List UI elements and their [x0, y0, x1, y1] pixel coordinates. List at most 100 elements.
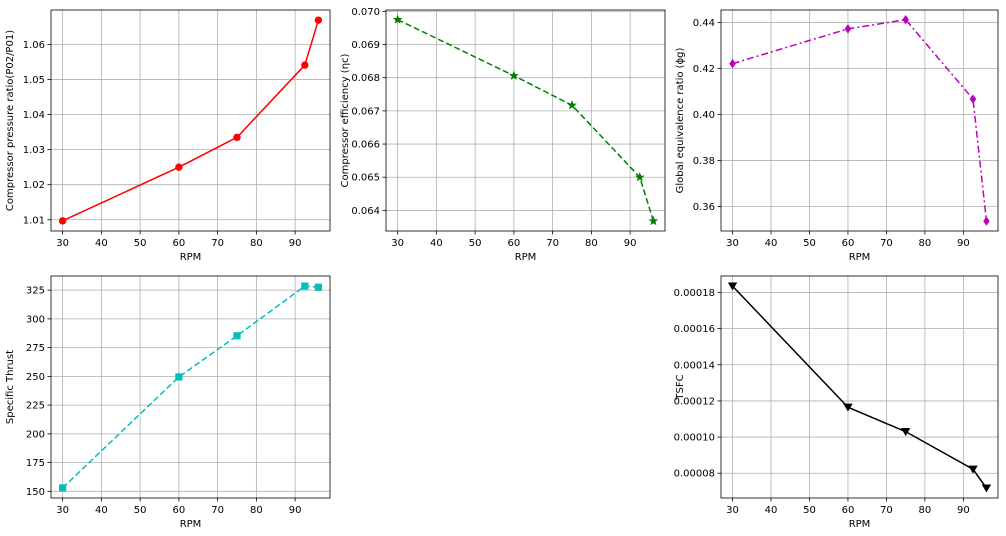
axes-frame	[50, 9, 331, 232]
x-tick-label: 90	[289, 238, 302, 249]
x-tick-label: 30	[56, 505, 69, 516]
data-point	[301, 282, 309, 290]
data-point	[968, 465, 978, 474]
y-tick-label: 0.00008	[674, 469, 715, 480]
y-tick-label: 1.01	[23, 215, 45, 226]
x-tick-label: 90	[289, 505, 302, 516]
x-tick-label: 60	[173, 238, 186, 249]
y-tick-label: 175	[26, 458, 45, 469]
x-tick-label: 60	[173, 505, 186, 516]
y-tick-label: 325	[26, 286, 45, 297]
x-tick-label: 50	[134, 505, 147, 516]
x-tick-label: 50	[803, 505, 816, 516]
y-tick-label: 0.068	[351, 73, 380, 84]
x-tick-label: 80	[250, 238, 263, 249]
data-point	[233, 133, 241, 142]
x-tick-label: 80	[585, 238, 598, 249]
data-point	[567, 100, 577, 110]
y-tick-label: 0.00012	[674, 396, 715, 407]
x-tick-label: 90	[957, 505, 970, 516]
x-tick-label: 40	[765, 238, 778, 249]
x-tick-label: 90	[624, 238, 637, 249]
data-point	[727, 282, 738, 291]
y-tick-label: 0.00018	[674, 288, 715, 299]
y-tick-label: 0.42	[693, 64, 715, 75]
data-point	[843, 403, 853, 412]
data-point	[508, 70, 519, 80]
y-tick-label: 0.36	[693, 202, 715, 213]
data-point	[392, 14, 403, 24]
x-tick-label: 60	[842, 505, 855, 516]
y-tick-label: 275	[26, 343, 45, 354]
data-point	[969, 94, 977, 104]
y-axis-label: TSFC	[675, 374, 686, 400]
series-line	[62, 285, 319, 489]
y-axis-label: Compressor efficiency (ηc)	[340, 53, 351, 187]
y-tick-label: 250	[26, 372, 45, 383]
x-tick-label: 30	[726, 238, 739, 249]
y-tick-label: 0.064	[351, 206, 380, 217]
x-tick-label: 30	[391, 238, 404, 249]
x-axis-label: RPM	[180, 519, 202, 530]
data-point	[301, 61, 309, 69]
data-point	[233, 332, 241, 340]
x-tick-label: 50	[134, 238, 147, 249]
y-tick-label: 0.00014	[674, 360, 715, 371]
y-tick-label: 1.04	[23, 110, 45, 121]
x-tick-label: 70	[211, 505, 224, 516]
x-tick-label: 40	[95, 505, 108, 516]
x-tick-label: 30	[56, 238, 69, 249]
y-tick-label: 0.38	[693, 156, 715, 167]
y-axis-label: Global equivalence ratio (ϕg)	[675, 47, 686, 193]
y-tick-label: 0.066	[351, 140, 380, 151]
data-point	[902, 14, 909, 25]
x-tick-label: 70	[546, 238, 559, 249]
y-axis-label: Specific Thrust	[5, 350, 16, 424]
x-tick-label: 70	[211, 238, 224, 249]
x-tick-label: 50	[469, 238, 482, 249]
y-tick-label: 0.069	[351, 40, 380, 51]
axes-frame	[720, 275, 999, 499]
subplot-2: 30 40 50 60 70 80 90 0.064 0.065 0.066 0.067 0.068 0…	[340, 7, 666, 263]
data-point	[314, 283, 322, 291]
x-axis-label: RPM	[849, 519, 871, 530]
data-point	[175, 163, 183, 171]
y-tick-label: 200	[26, 429, 45, 440]
x-tick-label: 80	[919, 238, 932, 249]
subplot-4: 30 40 50 60 70 80 90 150 175 200 225 250 275 300 325 RP…	[5, 275, 331, 530]
y-tick-label: 0.065	[351, 173, 380, 184]
y-tick-label: 0.067	[351, 106, 380, 117]
x-tick-label: 40	[765, 505, 778, 516]
y-tick-label: 1.05	[23, 75, 45, 86]
series-line	[732, 18, 988, 222]
data-point	[175, 373, 183, 381]
subplot-3: 30 40 50 60 70 80 90 0.36 0.38 0.40 0.42 0.44 RPM Glo…	[675, 9, 999, 263]
y-tick-label: 1.02	[23, 180, 45, 191]
y-tick-label: 150	[26, 487, 45, 498]
data-point	[981, 484, 992, 493]
x-tick-label: 70	[880, 238, 893, 249]
data-point	[59, 484, 67, 492]
x-tick-label: 60	[842, 238, 855, 249]
y-tick-label: 0.070	[351, 7, 380, 18]
data-point	[983, 216, 990, 226]
data-point	[844, 24, 852, 34]
x-tick-label: 80	[919, 505, 932, 516]
data-point	[900, 428, 911, 437]
x-tick-label: 60	[508, 238, 521, 249]
data-point	[314, 16, 323, 24]
x-tick-label: 30	[726, 505, 739, 516]
data-point	[58, 217, 67, 225]
y-tick-label: 0.00016	[674, 324, 715, 335]
data-point	[729, 58, 736, 69]
x-axis-label: RPM	[515, 252, 537, 263]
data-point	[634, 172, 645, 182]
y-tick-label: 1.06	[23, 40, 45, 51]
x-tick-label: 90	[957, 238, 970, 249]
y-tick-label: 1.03	[23, 145, 45, 156]
axes-frame	[385, 9, 666, 232]
axes-frame	[720, 9, 999, 232]
x-tick-label: 50	[803, 238, 816, 249]
